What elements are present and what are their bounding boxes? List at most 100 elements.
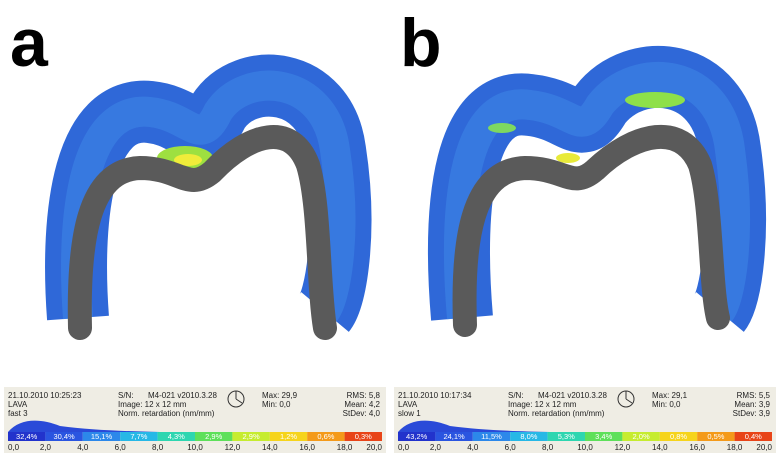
- scale-segment: [398, 432, 436, 441]
- scale-segment: [269, 432, 308, 441]
- scale-segment: [472, 432, 511, 441]
- scale-label: 14,0: [652, 443, 668, 452]
- scale-segment: [344, 432, 382, 441]
- scale-segment: [232, 432, 270, 441]
- scale-percentage: 15,1%: [91, 432, 113, 441]
- info-stdev: StDev: 3,9: [733, 409, 771, 418]
- info-timestamp: 21.10.2010 10:25:23: [8, 391, 82, 400]
- scale-label: 10,0: [577, 443, 593, 452]
- info-min: Min: 0,0: [262, 400, 291, 409]
- scale-label: 6,0: [115, 443, 127, 452]
- scale-segment: [734, 432, 772, 441]
- scale-segment: [195, 432, 233, 441]
- panel-label: b: [400, 5, 442, 81]
- scale-percentage: 0,8%: [670, 432, 687, 441]
- clock-hand: [235, 391, 243, 404]
- scale-percentage: 8,0%: [520, 432, 537, 441]
- scale-segment: [622, 432, 660, 441]
- scale-label: 0,0: [8, 443, 20, 452]
- info-mean: Mean: 4,2: [344, 400, 380, 409]
- stress-hotspot: [488, 123, 516, 133]
- info-timestamp: 21.10.2010 10:17:34: [398, 391, 472, 400]
- tooth-core: [452, 124, 730, 337]
- info-max: Max: 29,9: [262, 391, 298, 400]
- scale-label: 2,0: [430, 443, 442, 452]
- info-rms: RMS: 5,5: [737, 391, 771, 400]
- info-sn: M4-021 v2010.3.28: [538, 391, 607, 400]
- scale-segment: [435, 432, 473, 441]
- info-sn-label: S/N:: [508, 391, 524, 400]
- scale-label: 16,0: [299, 443, 315, 452]
- clock-hand: [625, 391, 633, 404]
- info-image: Image: 12 x 12 mm: [118, 400, 187, 409]
- stress-field-inner: [444, 62, 751, 322]
- scale-percentage: 4,3%: [168, 432, 185, 441]
- info-bar: [4, 387, 386, 453]
- scale-percentage: 24,1%: [443, 432, 465, 441]
- scale-segment: [697, 432, 735, 441]
- scale-segment: [120, 432, 158, 441]
- scale-segment: [547, 432, 585, 441]
- scale-segment: [8, 432, 46, 441]
- scale-label: 2,0: [40, 443, 52, 452]
- scale-percentage: 3,4%: [595, 432, 612, 441]
- info-min: Min: 0,0: [652, 400, 681, 409]
- scale-percentage: 7,7%: [130, 432, 147, 441]
- scale-label: 10,0: [187, 443, 203, 452]
- scale-label: 6,0: [505, 443, 517, 452]
- tooth-core: [67, 125, 337, 340]
- scale-segment: [82, 432, 121, 441]
- scale-label: 14,0: [262, 443, 278, 452]
- histogram: [398, 420, 550, 432]
- scale-percentage: 32,4%: [16, 432, 38, 441]
- scale-segment: [157, 432, 195, 441]
- histogram: [8, 420, 160, 432]
- info-stdev: StDev: 4,0: [343, 409, 381, 418]
- scale-percentage: 0,5%: [707, 432, 724, 441]
- scale-label: 20,0: [756, 443, 772, 452]
- scale-label: 8,0: [152, 443, 164, 452]
- scale-label: 18,0: [727, 443, 743, 452]
- scale-percentage: 2,9%: [243, 432, 260, 441]
- scale-label: 20,0: [366, 443, 382, 452]
- scale-percentage: 43,2%: [406, 432, 428, 441]
- info-sn-label: S/N:: [118, 391, 134, 400]
- info-image: Image: 12 x 12 mm: [508, 400, 577, 409]
- stress-hotspot: [556, 153, 580, 163]
- scale-percentage: 5,3%: [558, 432, 575, 441]
- info-sample: fast 3: [8, 409, 28, 418]
- scale-percentage: 2,0%: [633, 432, 650, 441]
- scale-percentage: 0,6%: [317, 432, 334, 441]
- scale-label: 16,0: [689, 443, 705, 452]
- scale-percentage: 0,3%: [355, 432, 372, 441]
- info-material: LAVA: [8, 400, 28, 409]
- scale-segment: [45, 432, 83, 441]
- info-unit: Norm. retardation (nm/mm): [508, 409, 605, 418]
- info-rms: RMS: 5,8: [347, 391, 381, 400]
- scale-segment: [659, 432, 698, 441]
- scale-percentage: 2,9%: [205, 432, 222, 441]
- scale-label: 8,0: [542, 443, 554, 452]
- scale-percentage: 11,5%: [481, 432, 502, 441]
- info-mean: Mean: 3,9: [734, 400, 770, 409]
- scale-label: 12,0: [615, 443, 631, 452]
- scale-label: 18,0: [337, 443, 353, 452]
- scale-segment: [585, 432, 623, 441]
- panel-label: a: [10, 5, 49, 81]
- scale-label: 12,0: [225, 443, 241, 452]
- scale-percentage: 1,2%: [280, 432, 297, 441]
- stress-field-inner: [61, 70, 356, 322]
- info-material: LAVA: [398, 400, 418, 409]
- scale-segment: [307, 432, 345, 441]
- scale-segment: [510, 432, 548, 441]
- info-sn: M4-021 v2010.3.28: [148, 391, 217, 400]
- scale-label: 0,0: [398, 443, 410, 452]
- scale-percentage: 0,4%: [745, 432, 762, 441]
- info-unit: Norm. retardation (nm/mm): [118, 409, 215, 418]
- info-bar: [394, 387, 776, 453]
- scale-percentage: 30,4%: [53, 432, 75, 441]
- scale-label: 4,0: [77, 443, 89, 452]
